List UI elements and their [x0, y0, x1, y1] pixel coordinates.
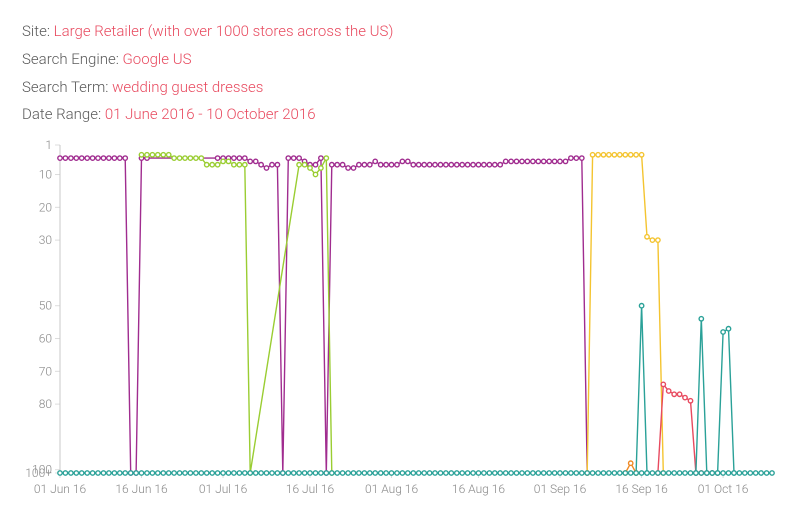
svg-text:70: 70 — [39, 364, 52, 378]
svg-text:16 Aug 16: 16 Aug 16 — [452, 482, 506, 496]
series-green — [142, 155, 332, 473]
svg-text:60: 60 — [39, 332, 52, 346]
svg-text:50: 50 — [39, 299, 52, 313]
term-label: Search Term: — [22, 78, 112, 96]
header-block: Site: Large Retailer (with over 1000 sto… — [22, 18, 778, 129]
svg-text:16 Jun 16: 16 Jun 16 — [115, 482, 168, 496]
range-value: 01 June 2016 - 10 October 2016 — [105, 105, 316, 123]
svg-text:01 Aug 16: 01 Aug 16 — [365, 482, 419, 496]
chart-svg: 110203050607080100100+01 Jun 1616 Jun 16… — [22, 137, 778, 507]
svg-text:80: 80 — [39, 397, 52, 411]
svg-text:16 Sep 16: 16 Sep 16 — [615, 482, 668, 496]
site-value: Large Retailer (with over 1000 stores ac… — [54, 22, 394, 40]
range-label: Date Range: — [22, 105, 105, 123]
svg-text:100+: 100+ — [25, 466, 52, 480]
ranking-chart: 110203050607080100100+01 Jun 1616 Jun 16… — [22, 137, 778, 507]
svg-text:10: 10 — [39, 168, 52, 182]
series-teal-spikes — [636, 306, 734, 473]
svg-text:1: 1 — [45, 138, 52, 152]
series-yellow — [587, 155, 663, 473]
site-label: Site: — [22, 22, 54, 40]
svg-text:20: 20 — [39, 200, 52, 214]
svg-text:30: 30 — [39, 233, 52, 247]
series-purple — [60, 158, 587, 473]
engine-value: Google US — [123, 50, 192, 68]
svg-text:16 Jul 16: 16 Jul 16 — [286, 482, 335, 496]
svg-text:01 Sep 16: 01 Sep 16 — [534, 482, 587, 496]
term-value: wedding guest dresses — [112, 78, 263, 96]
svg-text:01 Jun 16: 01 Jun 16 — [34, 482, 87, 496]
engine-label: Search Engine: — [22, 50, 123, 68]
svg-text:01 Oct 16: 01 Oct 16 — [698, 482, 749, 496]
svg-text:01 Jul 16: 01 Jul 16 — [199, 482, 248, 496]
